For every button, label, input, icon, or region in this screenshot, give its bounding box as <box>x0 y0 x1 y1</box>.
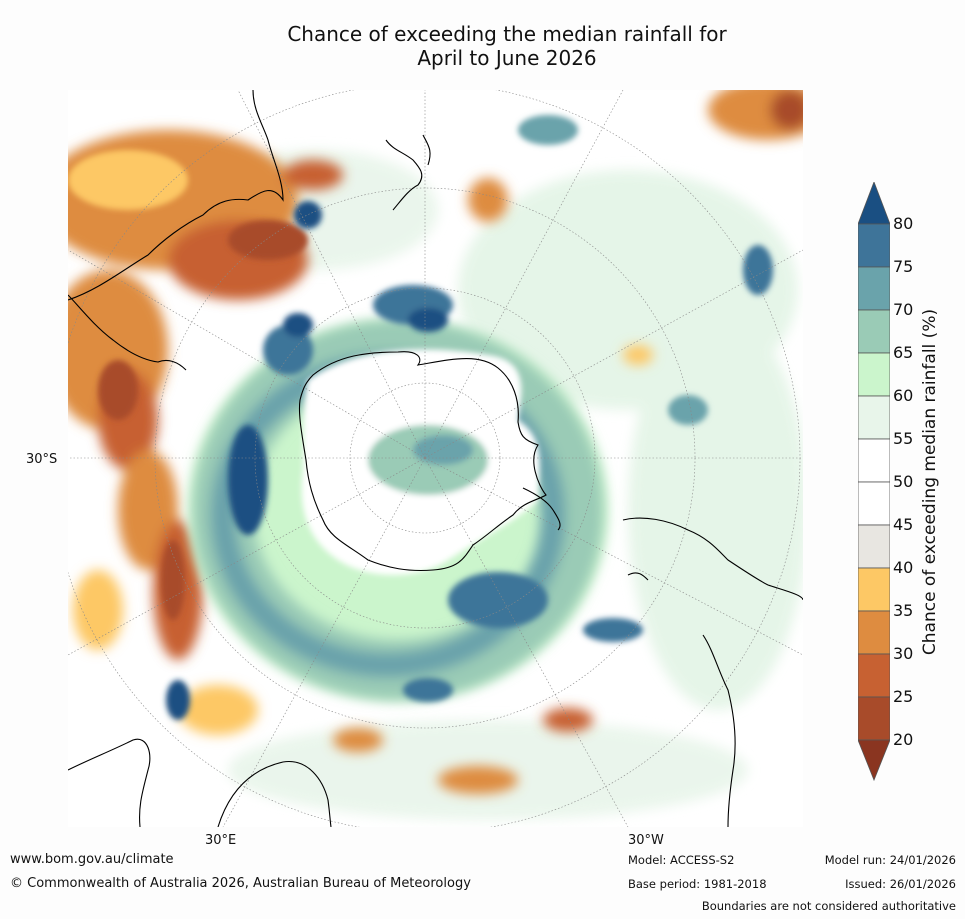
colorbar-tick: 35 <box>893 601 914 620</box>
model-run-text: Model run: 24/01/2026 <box>824 853 956 867</box>
base-period-text: Base period: 1981-2018 <box>628 877 767 891</box>
colorbar-tick: 75 <box>893 257 914 276</box>
colorbar <box>858 182 890 782</box>
colorbar-band-65-70 <box>858 309 890 354</box>
title-line-2: April to June 2026 <box>417 46 597 70</box>
colorbar-tick: 55 <box>893 429 914 448</box>
colorbar-band-35-40 <box>858 567 890 612</box>
colorbar-tick: 30 <box>893 644 914 663</box>
map-canvas <box>68 90 803 827</box>
model-text: Model: ACCESS-S2 <box>628 853 735 867</box>
colorbar-tick: 65 <box>893 343 914 362</box>
colorbar-tick: 40 <box>893 558 914 577</box>
rainfall-map <box>68 90 803 827</box>
title-line-1: Chance of exceeding the median rainfall … <box>287 22 727 46</box>
lat-label-30s: 30°S <box>26 452 58 467</box>
graticule <box>68 90 803 827</box>
colorbar-tick: 80 <box>893 214 914 233</box>
lon-label-30w: 30°W <box>628 833 664 848</box>
colorbar-arrow-top <box>858 182 890 225</box>
map-title: Chance of exceeding the median rainfall … <box>180 22 834 70</box>
lon-label-30e: 30°E <box>205 833 237 848</box>
colorbar-tick: 20 <box>893 730 914 749</box>
coastlines <box>68 90 803 827</box>
website-text: www.bom.gov.au/climate <box>10 852 174 867</box>
colorbar-tick: 25 <box>893 687 914 706</box>
colorbar-band-25-30 <box>858 653 890 698</box>
colorbar-band-20-25 <box>858 696 890 741</box>
colorbar-arrow-bottom <box>858 739 890 782</box>
colorbar-band-50-55 <box>858 438 890 483</box>
colorbar-tick: 45 <box>893 515 914 534</box>
colorbar-band-70-75 <box>858 266 890 311</box>
disclaimer-text: Boundaries are not considered authoritat… <box>701 899 956 913</box>
colorbar-band-60-65 <box>858 352 890 397</box>
colorbar-tick: 60 <box>893 386 914 405</box>
colorbar-title: Chance of exceeding median rainfall (%) <box>920 308 940 656</box>
colorbar-tick: 50 <box>893 472 914 491</box>
colorbar-band-75-80 <box>858 223 890 268</box>
colorbar-band-30-35 <box>858 610 890 655</box>
colorbar-band-55-60 <box>858 395 890 440</box>
colorbar-tick: 70 <box>893 300 914 319</box>
issued-text: Issued: 26/01/2026 <box>845 877 956 891</box>
copyright-text: © Commonwealth of Australia 2026, Austra… <box>10 876 471 891</box>
colorbar-band-40-45 <box>858 524 890 569</box>
colorbar-band-45-50 <box>858 481 890 526</box>
